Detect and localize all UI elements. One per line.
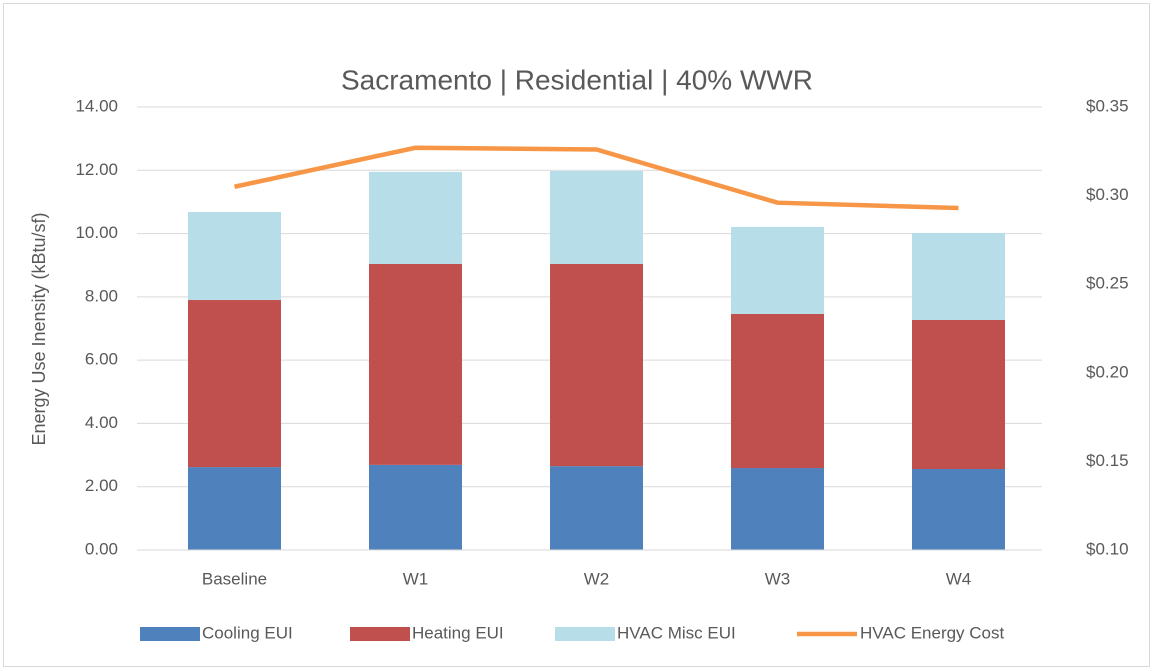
y2-tick-label: $0.25 (1086, 274, 1129, 293)
bar-segment (369, 464, 462, 550)
legend-label: Heating EUI (412, 623, 504, 642)
bar-segment (912, 232, 1005, 320)
y-tick-label: 4.00 (85, 413, 118, 432)
y2-tick-label: $0.15 (1086, 451, 1129, 470)
bar-segment (188, 467, 281, 550)
legend-swatch (140, 627, 200, 641)
y2-tick-label: $0.30 (1086, 185, 1129, 204)
legend-swatch (350, 627, 410, 641)
legend-swatch (555, 627, 615, 641)
bar-segment (369, 171, 462, 264)
bar-segment (912, 319, 1005, 469)
x-tick-label: W2 (584, 569, 610, 588)
legend-label: Cooling EUI (202, 623, 293, 642)
y-tick-label: 0.00 (85, 539, 118, 558)
x-tick-label: W3 (765, 569, 791, 588)
y-tick-label: 14.00 (75, 96, 118, 115)
x-tick-label: Baseline (202, 569, 267, 588)
chart-title: Sacramento | Residential | 40% WWR (341, 64, 813, 95)
bar-segment (550, 263, 643, 467)
bar-segment (369, 263, 462, 465)
y2-tick-label: $0.35 (1086, 96, 1129, 115)
y-axis-label: Energy Use Inensity (kBtu/sf) (29, 212, 49, 445)
y-tick-label: 8.00 (85, 286, 118, 305)
bar-segment (550, 466, 643, 550)
bar-segment (731, 313, 824, 469)
line-series (234, 145, 959, 211)
y-tick-label: 2.00 (85, 476, 118, 495)
x-tick-label: W1 (403, 569, 429, 588)
bar-segment (731, 226, 824, 314)
legend-label: HVAC Misc EUI (617, 623, 736, 642)
bar-segment (912, 468, 1005, 550)
y-tick-label: 10.00 (75, 223, 118, 242)
y2-tick-label: $0.10 (1086, 539, 1129, 558)
bar-segment (731, 468, 824, 550)
bar-segment (188, 212, 281, 301)
y2-tick-label: $0.20 (1086, 362, 1129, 381)
y-tick-label: 12.00 (75, 160, 118, 179)
bar-segment (550, 170, 643, 264)
bar-segment (188, 300, 281, 468)
legend-label: HVAC Energy Cost (860, 623, 1005, 642)
x-tick-label: W4 (946, 569, 972, 588)
y-tick-label: 6.00 (85, 350, 118, 369)
